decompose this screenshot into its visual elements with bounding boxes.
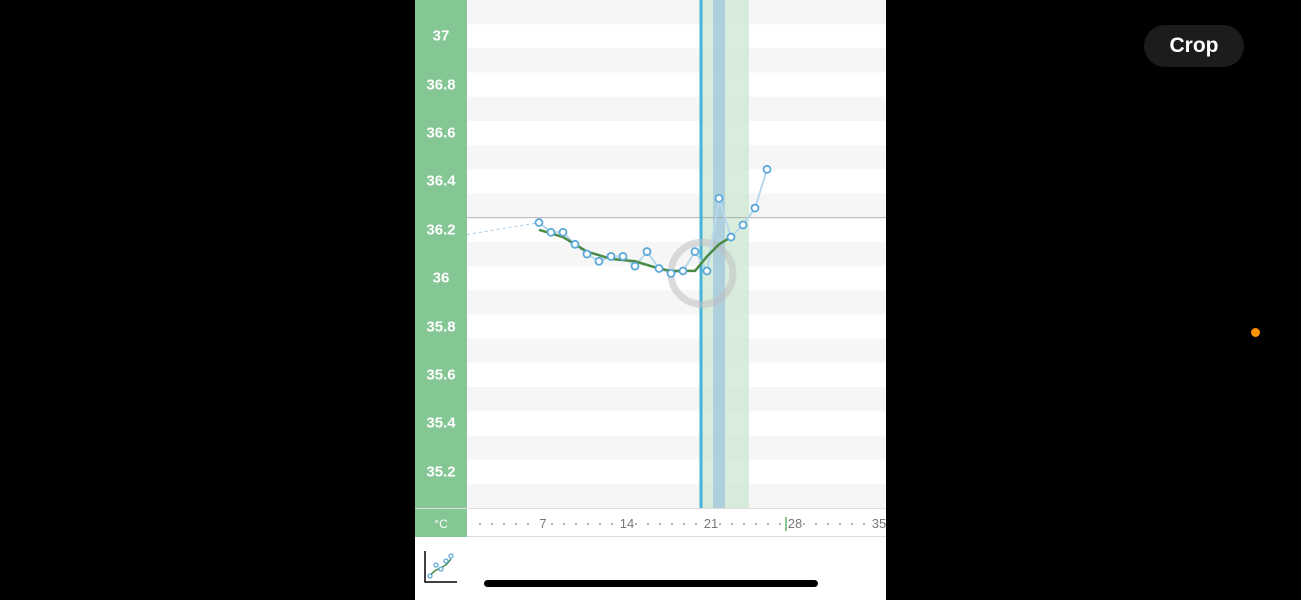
data-point bbox=[546, 227, 556, 237]
privacy-indicator-dot bbox=[1251, 328, 1260, 337]
x-tick-dot bbox=[839, 523, 841, 525]
grid-band bbox=[467, 145, 886, 170]
y-tick-label: 36.2 bbox=[426, 221, 456, 239]
grid-band bbox=[467, 483, 886, 508]
grid-band bbox=[467, 435, 886, 460]
phone-screen: 35.2 35.4 35.6 35.8 36 36.2 36.4 36.6 36.8 37 °C … bbox=[415, 0, 886, 600]
grid-band bbox=[467, 0, 886, 25]
y-tick-label: 36.6 bbox=[426, 124, 456, 142]
y-tick-label: 35.4 bbox=[426, 414, 456, 432]
x-tick-dot bbox=[731, 523, 733, 525]
x-tick-label: 21 bbox=[703, 516, 719, 531]
data-point bbox=[738, 220, 748, 230]
grid-band bbox=[467, 387, 886, 412]
data-point bbox=[594, 256, 604, 266]
y-axis: 35.2 35.4 35.6 35.8 36 36.2 36.4 36.6 36.8 37 bbox=[415, 0, 467, 508]
x-tick-dot bbox=[743, 523, 745, 525]
data-point bbox=[570, 239, 580, 249]
data-point bbox=[654, 264, 664, 273]
x-tick-dot bbox=[671, 523, 673, 525]
x-tick-dot bbox=[551, 523, 553, 525]
x-tick-label: 14 bbox=[619, 516, 635, 531]
x-tick-dot bbox=[803, 523, 805, 525]
x-tick-dot bbox=[719, 523, 721, 525]
x-axis: °C 7 14 21 28 35 bbox=[415, 508, 886, 537]
home-indicator[interactable] bbox=[484, 580, 818, 587]
grid-band bbox=[467, 193, 886, 218]
data-point bbox=[726, 232, 736, 242]
x-tick-dot bbox=[755, 523, 757, 525]
y-tick-label: 36 bbox=[432, 269, 450, 287]
x-tick-dot bbox=[659, 523, 661, 525]
y-tick-label: 35.6 bbox=[426, 366, 456, 384]
x-tick-dot bbox=[563, 523, 565, 525]
data-point bbox=[750, 203, 760, 213]
prior-cycle-link bbox=[467, 222, 540, 236]
x-tick-dot bbox=[767, 523, 769, 525]
x-tick-label: 35 bbox=[871, 516, 886, 531]
x-tick-dot bbox=[779, 523, 781, 525]
x-tick-dot bbox=[491, 523, 493, 525]
x-tick-dot bbox=[863, 523, 865, 525]
grid-band bbox=[467, 96, 886, 121]
x-tick-dot bbox=[587, 523, 589, 525]
data-point bbox=[642, 247, 652, 256]
cycle-start-marker bbox=[785, 517, 787, 531]
data-point bbox=[606, 252, 616, 261]
y-tick-label: 37 bbox=[432, 27, 450, 45]
y-tick-label: 36.8 bbox=[426, 76, 456, 94]
data-point bbox=[666, 268, 676, 278]
x-tick-dot bbox=[647, 523, 649, 525]
data-point bbox=[702, 266, 712, 276]
x-tick-dot bbox=[635, 523, 637, 525]
y-tick-label: 36.4 bbox=[426, 172, 456, 190]
y-tick-label: 35.8 bbox=[426, 318, 456, 336]
chart-icon[interactable] bbox=[423, 549, 459, 585]
data-point bbox=[618, 252, 628, 261]
crop-button[interactable]: Crop bbox=[1144, 25, 1244, 67]
x-tick-dot bbox=[695, 523, 697, 525]
x-tick-dot bbox=[815, 523, 817, 525]
x-tick-dot bbox=[827, 523, 829, 525]
grid-band bbox=[467, 338, 886, 363]
data-point bbox=[534, 218, 544, 227]
x-tick-dot bbox=[851, 523, 853, 525]
data-point bbox=[690, 247, 700, 256]
data-point bbox=[558, 227, 568, 237]
x-tick-label: 7 bbox=[539, 516, 547, 531]
temperature-chart[interactable] bbox=[467, 0, 886, 508]
y-tick-label: 35.2 bbox=[426, 463, 456, 481]
ovulation-band bbox=[713, 0, 725, 508]
data-point bbox=[762, 164, 772, 174]
x-tick-dot bbox=[479, 523, 481, 525]
data-point bbox=[582, 249, 592, 259]
data-point bbox=[714, 193, 724, 203]
x-tick-dot bbox=[527, 523, 529, 525]
data-point bbox=[678, 266, 688, 276]
x-tick-dot bbox=[575, 523, 577, 525]
x-tick-dot bbox=[599, 523, 601, 525]
bottom-bar bbox=[415, 537, 886, 600]
x-tick-dot bbox=[515, 523, 517, 525]
unit-label: °C bbox=[415, 509, 467, 537]
x-tick-dot bbox=[503, 523, 505, 525]
x-tick-dot bbox=[611, 523, 613, 525]
x-tick-label: 28 bbox=[787, 516, 803, 531]
grid-band bbox=[467, 48, 886, 73]
data-point bbox=[630, 261, 640, 271]
x-tick-dot bbox=[683, 523, 685, 525]
